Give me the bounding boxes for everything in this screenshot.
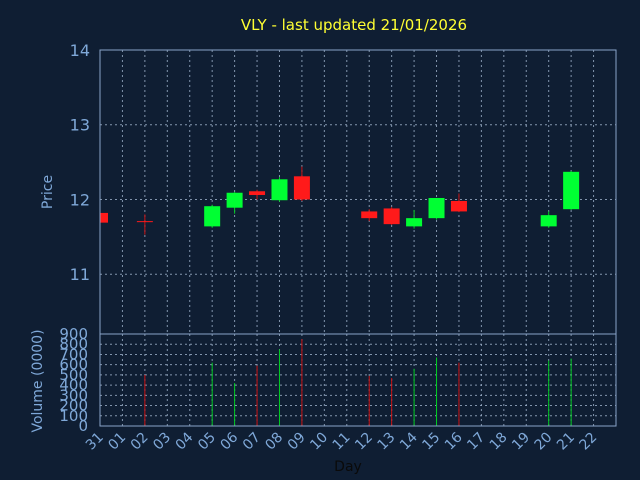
price-tick-label: 13 bbox=[70, 116, 90, 135]
candle-body bbox=[226, 192, 243, 208]
volume-frame bbox=[99, 333, 617, 427]
x-axis-ticks: 3101020304050607080910111213141516171819… bbox=[83, 429, 600, 453]
candle-body bbox=[406, 218, 423, 227]
candle-body bbox=[361, 211, 378, 219]
candle-body bbox=[293, 176, 310, 200]
volume-bars bbox=[144, 339, 572, 426]
price-candles bbox=[100, 166, 580, 235]
x-axis-label: Day bbox=[334, 459, 362, 475]
volume-tick-label: 900 bbox=[59, 325, 88, 343]
candle-body bbox=[428, 197, 445, 219]
volume-tick-label: 200 bbox=[59, 397, 88, 415]
chart-title: VLY - last updated 21/01/2026 bbox=[241, 16, 467, 34]
candle-body bbox=[204, 206, 221, 227]
candle-body bbox=[563, 171, 580, 210]
volume-tick-label: 500 bbox=[59, 366, 88, 384]
candle-body bbox=[271, 179, 288, 201]
volume-tick-label: 700 bbox=[59, 345, 88, 363]
candle-body bbox=[450, 200, 467, 212]
price-ticks: 11 12 13 14 bbox=[70, 41, 90, 284]
price-axis-label: Price bbox=[40, 175, 56, 209]
candle-body bbox=[540, 215, 557, 227]
volume-axis-label: Volume (0000) bbox=[30, 329, 46, 432]
volume-tick-label: 0 bbox=[78, 417, 88, 435]
volume-tick-label: 800 bbox=[59, 335, 88, 353]
candle-group bbox=[100, 166, 580, 235]
price-tick-label: 11 bbox=[70, 265, 90, 284]
volume-tick-label: 400 bbox=[59, 376, 88, 394]
price-tick-label: 14 bbox=[70, 41, 90, 60]
candle-body bbox=[100, 212, 108, 223]
volume-tick-label: 100 bbox=[59, 407, 88, 425]
candle-body bbox=[136, 221, 153, 223]
price-panel: 11 12 13 14 Price bbox=[40, 41, 617, 335]
candle-body bbox=[249, 191, 266, 195]
volume-tick-label: 600 bbox=[59, 356, 88, 374]
candle-body bbox=[383, 208, 400, 225]
volume-tick-label: 300 bbox=[59, 386, 88, 404]
price-tick-label: 12 bbox=[70, 190, 90, 209]
